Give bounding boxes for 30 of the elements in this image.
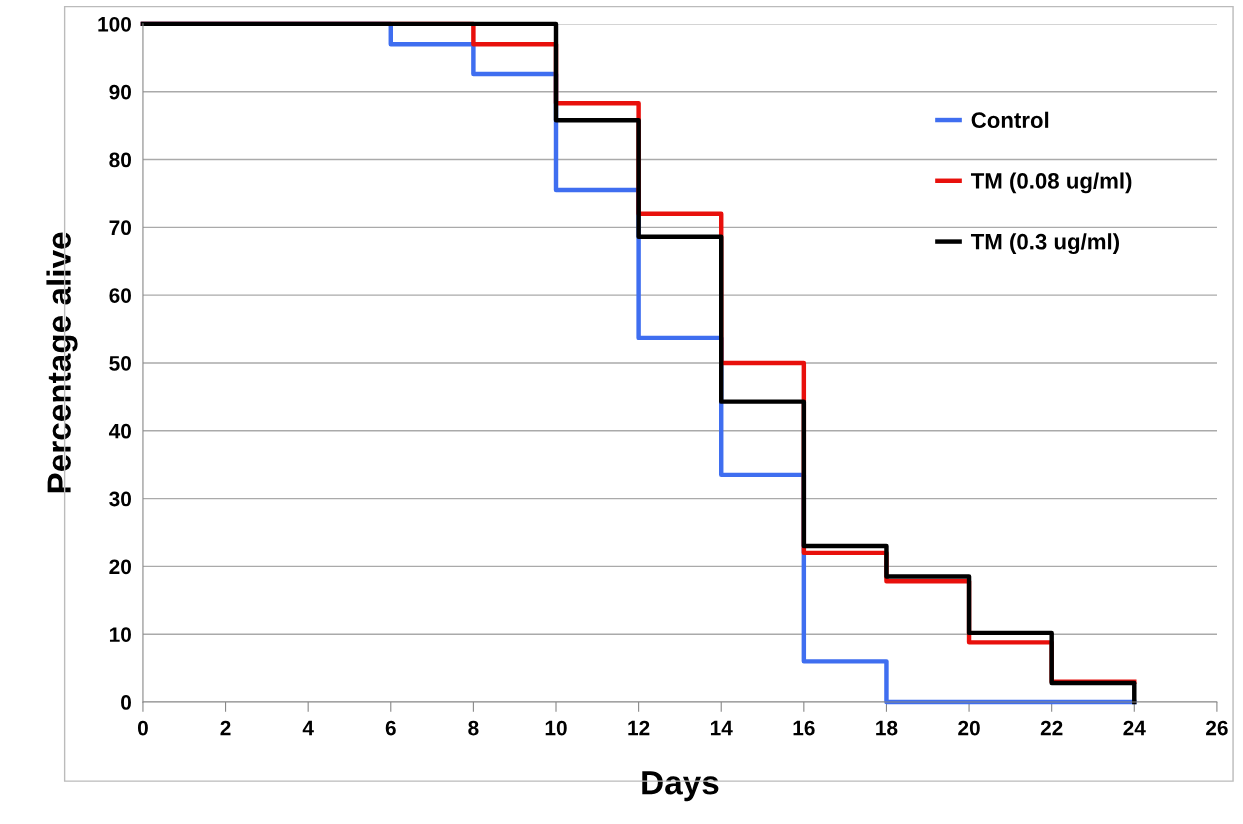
y-tick-label: 90 <box>109 84 131 100</box>
y-tick-label: 100 <box>98 16 131 32</box>
legend-label: TM (0.08 ug/ml) <box>970 172 1132 194</box>
x-tick-label: 18 <box>876 720 898 736</box>
legend-label: TM (0.3 ug/ml) <box>970 233 1120 255</box>
x-tick-label: 4 <box>302 720 314 736</box>
x-tick-label: 14 <box>710 720 733 736</box>
x-tick-label: 16 <box>793 720 815 736</box>
x-tick-label: 22 <box>1040 720 1063 736</box>
legend-label: Control <box>971 111 1049 129</box>
y-tick-label: 20 <box>109 559 131 575</box>
y-tick-label: 70 <box>109 220 131 236</box>
x-tick-label: 26 <box>1206 720 1228 736</box>
x-tick-label: 8 <box>468 720 479 736</box>
x-tick-label: 10 <box>545 720 567 736</box>
y-tick-label: 30 <box>109 491 131 507</box>
y-axis-title: Percentage alive <box>46 232 78 493</box>
x-axis-title: Days <box>642 771 719 802</box>
x-tick-label: 0 <box>137 720 148 736</box>
x-tick-label: 12 <box>628 720 650 736</box>
x-tick-label: 6 <box>385 720 396 736</box>
x-tick-label: 20 <box>958 720 980 736</box>
y-tick-label: 40 <box>108 423 131 439</box>
y-tick-label: 50 <box>109 355 131 371</box>
x-tick-label: 24 <box>1123 720 1146 736</box>
y-tick-label: 80 <box>109 152 131 168</box>
y-tick-label: 0 <box>121 695 131 710</box>
y-tick-label: 60 <box>109 288 131 303</box>
x-tick-label: 2 <box>220 720 231 736</box>
y-tick-label: 10 <box>109 627 131 642</box>
